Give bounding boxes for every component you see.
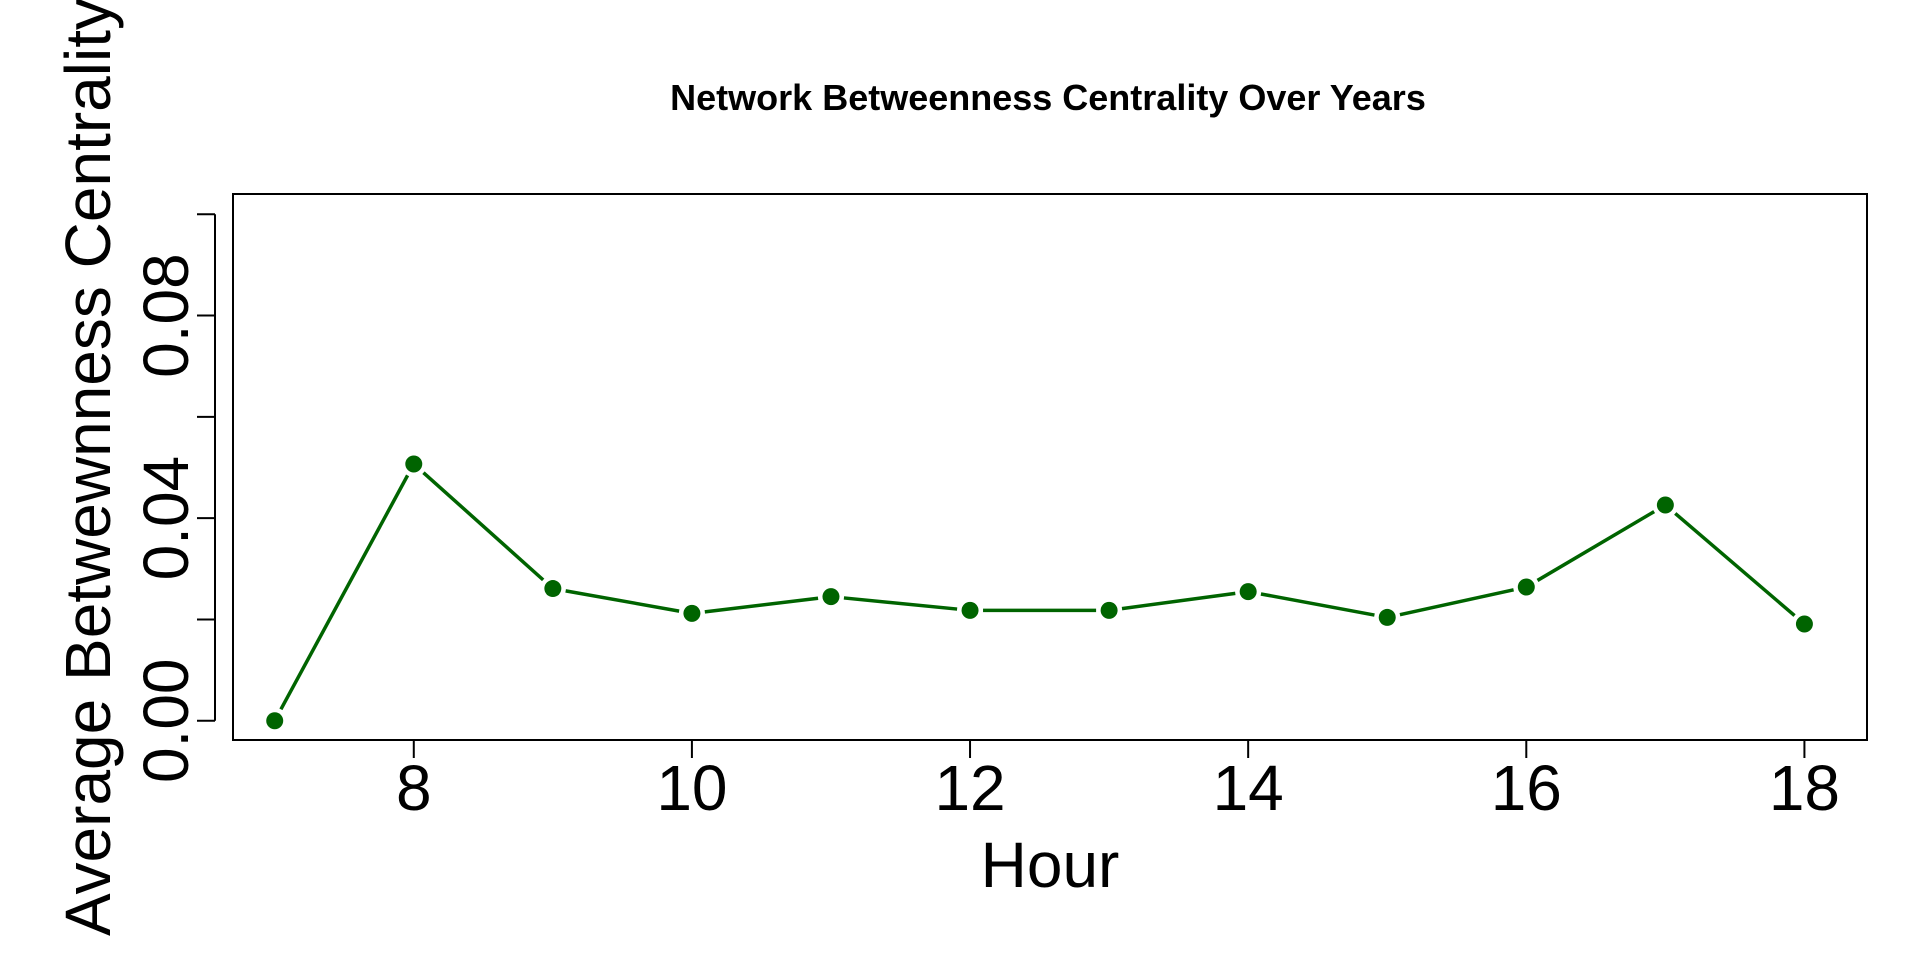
- data-point: [961, 601, 979, 619]
- data-point: [266, 712, 284, 730]
- data-point: [1100, 601, 1118, 619]
- data-point: [1517, 578, 1535, 596]
- y-axis-label: Average Betwewnness Centrality: [52, 0, 124, 936]
- series-line-segment: [843, 596, 958, 611]
- x-tick-label: 16: [1491, 752, 1562, 824]
- x-tick-label: 12: [934, 752, 1005, 824]
- data-point: [683, 604, 701, 622]
- data-point: [405, 455, 423, 473]
- series-line-segment: [279, 474, 410, 711]
- data-point: [1378, 608, 1396, 626]
- y-tick-label: 0.04: [130, 456, 202, 581]
- y-tick-label: 0.08: [130, 253, 202, 378]
- x-axis-label: Hour: [981, 829, 1120, 901]
- series-line-segment: [1536, 510, 1656, 582]
- data-point: [1795, 615, 1813, 633]
- series-line-segment: [565, 589, 680, 613]
- x-tick-label: 18: [1769, 752, 1840, 824]
- y-tick-label: 0.00: [130, 658, 202, 783]
- plot-area-frame: [232, 193, 1868, 741]
- x-tick-label: 10: [656, 752, 727, 824]
- data-point: [1239, 583, 1257, 601]
- x-tick-label: 14: [1213, 752, 1284, 824]
- series-line-segment: [422, 471, 545, 582]
- data-point: [1656, 496, 1674, 514]
- series-line-segment: [1121, 591, 1236, 611]
- data-point: [822, 588, 840, 606]
- x-tick-label: 8: [396, 752, 432, 824]
- series-line-segment: [1260, 592, 1375, 617]
- series-line-segment: [704, 596, 819, 614]
- x-axis: 8 10 12 14 16 18: [396, 740, 1840, 824]
- series-line-segment: [1674, 512, 1796, 617]
- data-point: [544, 580, 562, 598]
- chart-title: Network Betweenness Centrality Over Year…: [670, 77, 1426, 118]
- series-layer: [266, 455, 1813, 730]
- y-axis: 0.00 0.04 0.08: [130, 213, 216, 783]
- series-line-segment: [1399, 588, 1514, 617]
